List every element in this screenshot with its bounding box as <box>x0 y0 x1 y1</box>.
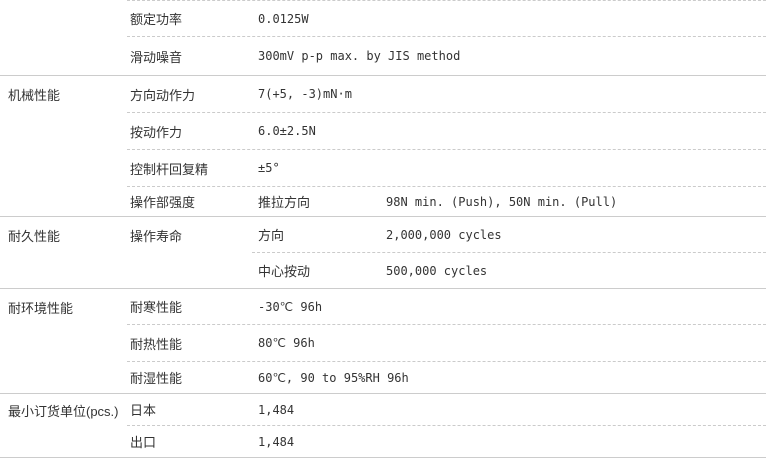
row-sublabel: 方向 <box>258 228 285 243</box>
category-label: 耐环境性能 <box>8 300 74 316</box>
row-sublabel: 中心按动 <box>258 264 311 279</box>
category-label: 耐久性能 <box>8 228 61 244</box>
spec-row-rated-power: 额定功率 0.0125W <box>127 1 766 37</box>
row-value: 60℃, 90 to 95%RH 96h <box>258 370 409 385</box>
spec-row-humidity-resistance: 耐湿性能 60℃, 90 to 95%RH 96h <box>127 362 766 393</box>
row-value: 2,000,000 cycles <box>386 227 502 242</box>
row-label: 滑动噪音 <box>130 49 183 65</box>
spec-section-min-order: 最小订货单位(pcs.) 日本 1,484 出口 1,484 <box>0 393 766 458</box>
spec-section-environmental: 耐环境性能 耐寒性能 -30℃ 96h 耐热性能 80℃ 96h 耐湿性能 60… <box>0 288 766 393</box>
spec-row-life-direction: 方向 2,000,000 cycles <box>252 217 766 253</box>
category-cell: 耐久性能 <box>0 217 127 288</box>
row-value: ±5° <box>258 161 280 175</box>
category-label: 最小订货单位(pcs.) <box>8 403 119 419</box>
category-cell: 机械性能 <box>0 76 127 216</box>
spec-row-lever-return: 控制杆回复精 ±5° <box>127 150 766 187</box>
spec-section-ratings: 额定功率 0.0125W 滑动噪音 300mV p-p max. by JIS … <box>0 0 766 75</box>
row-label: 控制杆回复精 <box>130 161 209 177</box>
row-label: 按动作力 <box>130 124 183 140</box>
section-rows: 额定功率 0.0125W 滑动噪音 300mV p-p max. by JIS … <box>127 0 766 75</box>
row-value: 1,484 <box>258 434 295 449</box>
row-value: 500,000 cycles <box>386 263 488 278</box>
spec-row-heat-resistance: 耐热性能 80℃ 96h <box>127 325 766 362</box>
category-cell <box>0 0 127 75</box>
category-cell: 最小订货单位(pcs.) <box>0 394 127 457</box>
row-value: 98N min. (Push), 50N min. (Pull) <box>386 194 618 209</box>
row-label: 操作部强度 <box>130 195 196 210</box>
section-subrows: 方向 2,000,000 cycles 中心按动 500,000 cycles <box>252 217 766 288</box>
spec-row-export: 出口 1,484 <box>127 426 766 457</box>
section-rows: 方向动作力 7(+5, -3)mN·m 按动作力 6.0±2.5N 控制杆回复精… <box>127 76 766 216</box>
row-label: 方向动作力 <box>130 87 196 103</box>
spec-row-life-center-push: 中心按动 500,000 cycles <box>252 253 766 288</box>
row-label: 额定功率 <box>130 12 183 27</box>
spec-row-sliding-noise: 滑动噪音 300mV p-p max. by JIS method <box>127 37 766 75</box>
row-label: 日本 <box>130 403 157 418</box>
row-label-cell: 操作寿命 <box>127 217 252 288</box>
spec-row-push-force: 按动作力 6.0±2.5N <box>127 113 766 150</box>
spec-row-japan: 日本 1,484 <box>127 394 766 426</box>
spec-section-durability: 耐久性能 操作寿命 方向 2,000,000 cycles 中心按动 500,0… <box>0 216 766 288</box>
row-value: 300mV p-p max. by JIS method <box>258 49 461 63</box>
row-value: 1,484 <box>258 402 295 417</box>
category-label: 机械性能 <box>8 88 61 103</box>
row-label: 耐热性能 <box>130 336 183 352</box>
spec-section-mechanical: 机械性能 方向动作力 7(+5, -3)mN·m 按动作力 6.0±2.5N 控… <box>0 75 766 216</box>
row-value: -30℃ 96h <box>258 299 323 314</box>
spec-row-cold-resistance: 耐寒性能 -30℃ 96h <box>127 289 766 325</box>
row-value: 6.0±2.5N <box>258 124 316 138</box>
row-label: 操作寿命 <box>130 228 183 244</box>
section-rows: 日本 1,484 出口 1,484 <box>127 394 766 457</box>
spec-row-direction-force: 方向动作力 7(+5, -3)mN·m <box>127 76 766 113</box>
row-label: 耐寒性能 <box>130 300 183 315</box>
row-label: 出口 <box>130 435 157 450</box>
section-rows: 耐寒性能 -30℃ 96h 耐热性能 80℃ 96h 耐湿性能 60℃, 90 … <box>127 289 766 393</box>
row-value: 0.0125W <box>258 11 309 26</box>
spec-row-shaft-strength: 操作部强度 推拉方向 98N min. (Push), 50N min. (Pu… <box>127 187 766 216</box>
row-value: 80℃ 96h <box>258 336 315 350</box>
row-value: 7(+5, -3)mN·m <box>258 87 352 101</box>
row-label: 耐湿性能 <box>130 371 183 386</box>
category-cell: 耐环境性能 <box>0 289 127 393</box>
row-sublabel: 推拉方向 <box>258 195 311 210</box>
